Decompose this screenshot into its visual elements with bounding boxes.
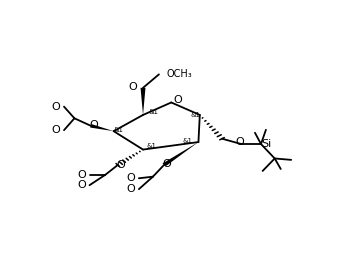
Polygon shape [141, 88, 145, 115]
Polygon shape [90, 124, 114, 131]
Polygon shape [162, 142, 199, 166]
Text: O: O [174, 95, 183, 105]
Text: O: O [126, 184, 135, 194]
Text: Si: Si [261, 139, 271, 149]
Text: O: O [77, 180, 86, 190]
Text: O: O [162, 159, 171, 169]
Text: O: O [51, 125, 60, 135]
Text: OCH₃: OCH₃ [166, 69, 192, 79]
Text: O: O [51, 102, 60, 112]
Text: O: O [235, 137, 244, 148]
Text: O: O [77, 170, 86, 180]
Text: &1: &1 [114, 127, 124, 133]
Text: &1: &1 [182, 138, 193, 144]
Text: O: O [129, 82, 137, 92]
Text: &1: &1 [148, 109, 159, 115]
Text: O: O [89, 121, 98, 131]
Text: &1: &1 [146, 143, 156, 149]
Text: O: O [116, 160, 125, 170]
Text: O: O [126, 173, 135, 183]
Text: &1: &1 [191, 112, 201, 118]
